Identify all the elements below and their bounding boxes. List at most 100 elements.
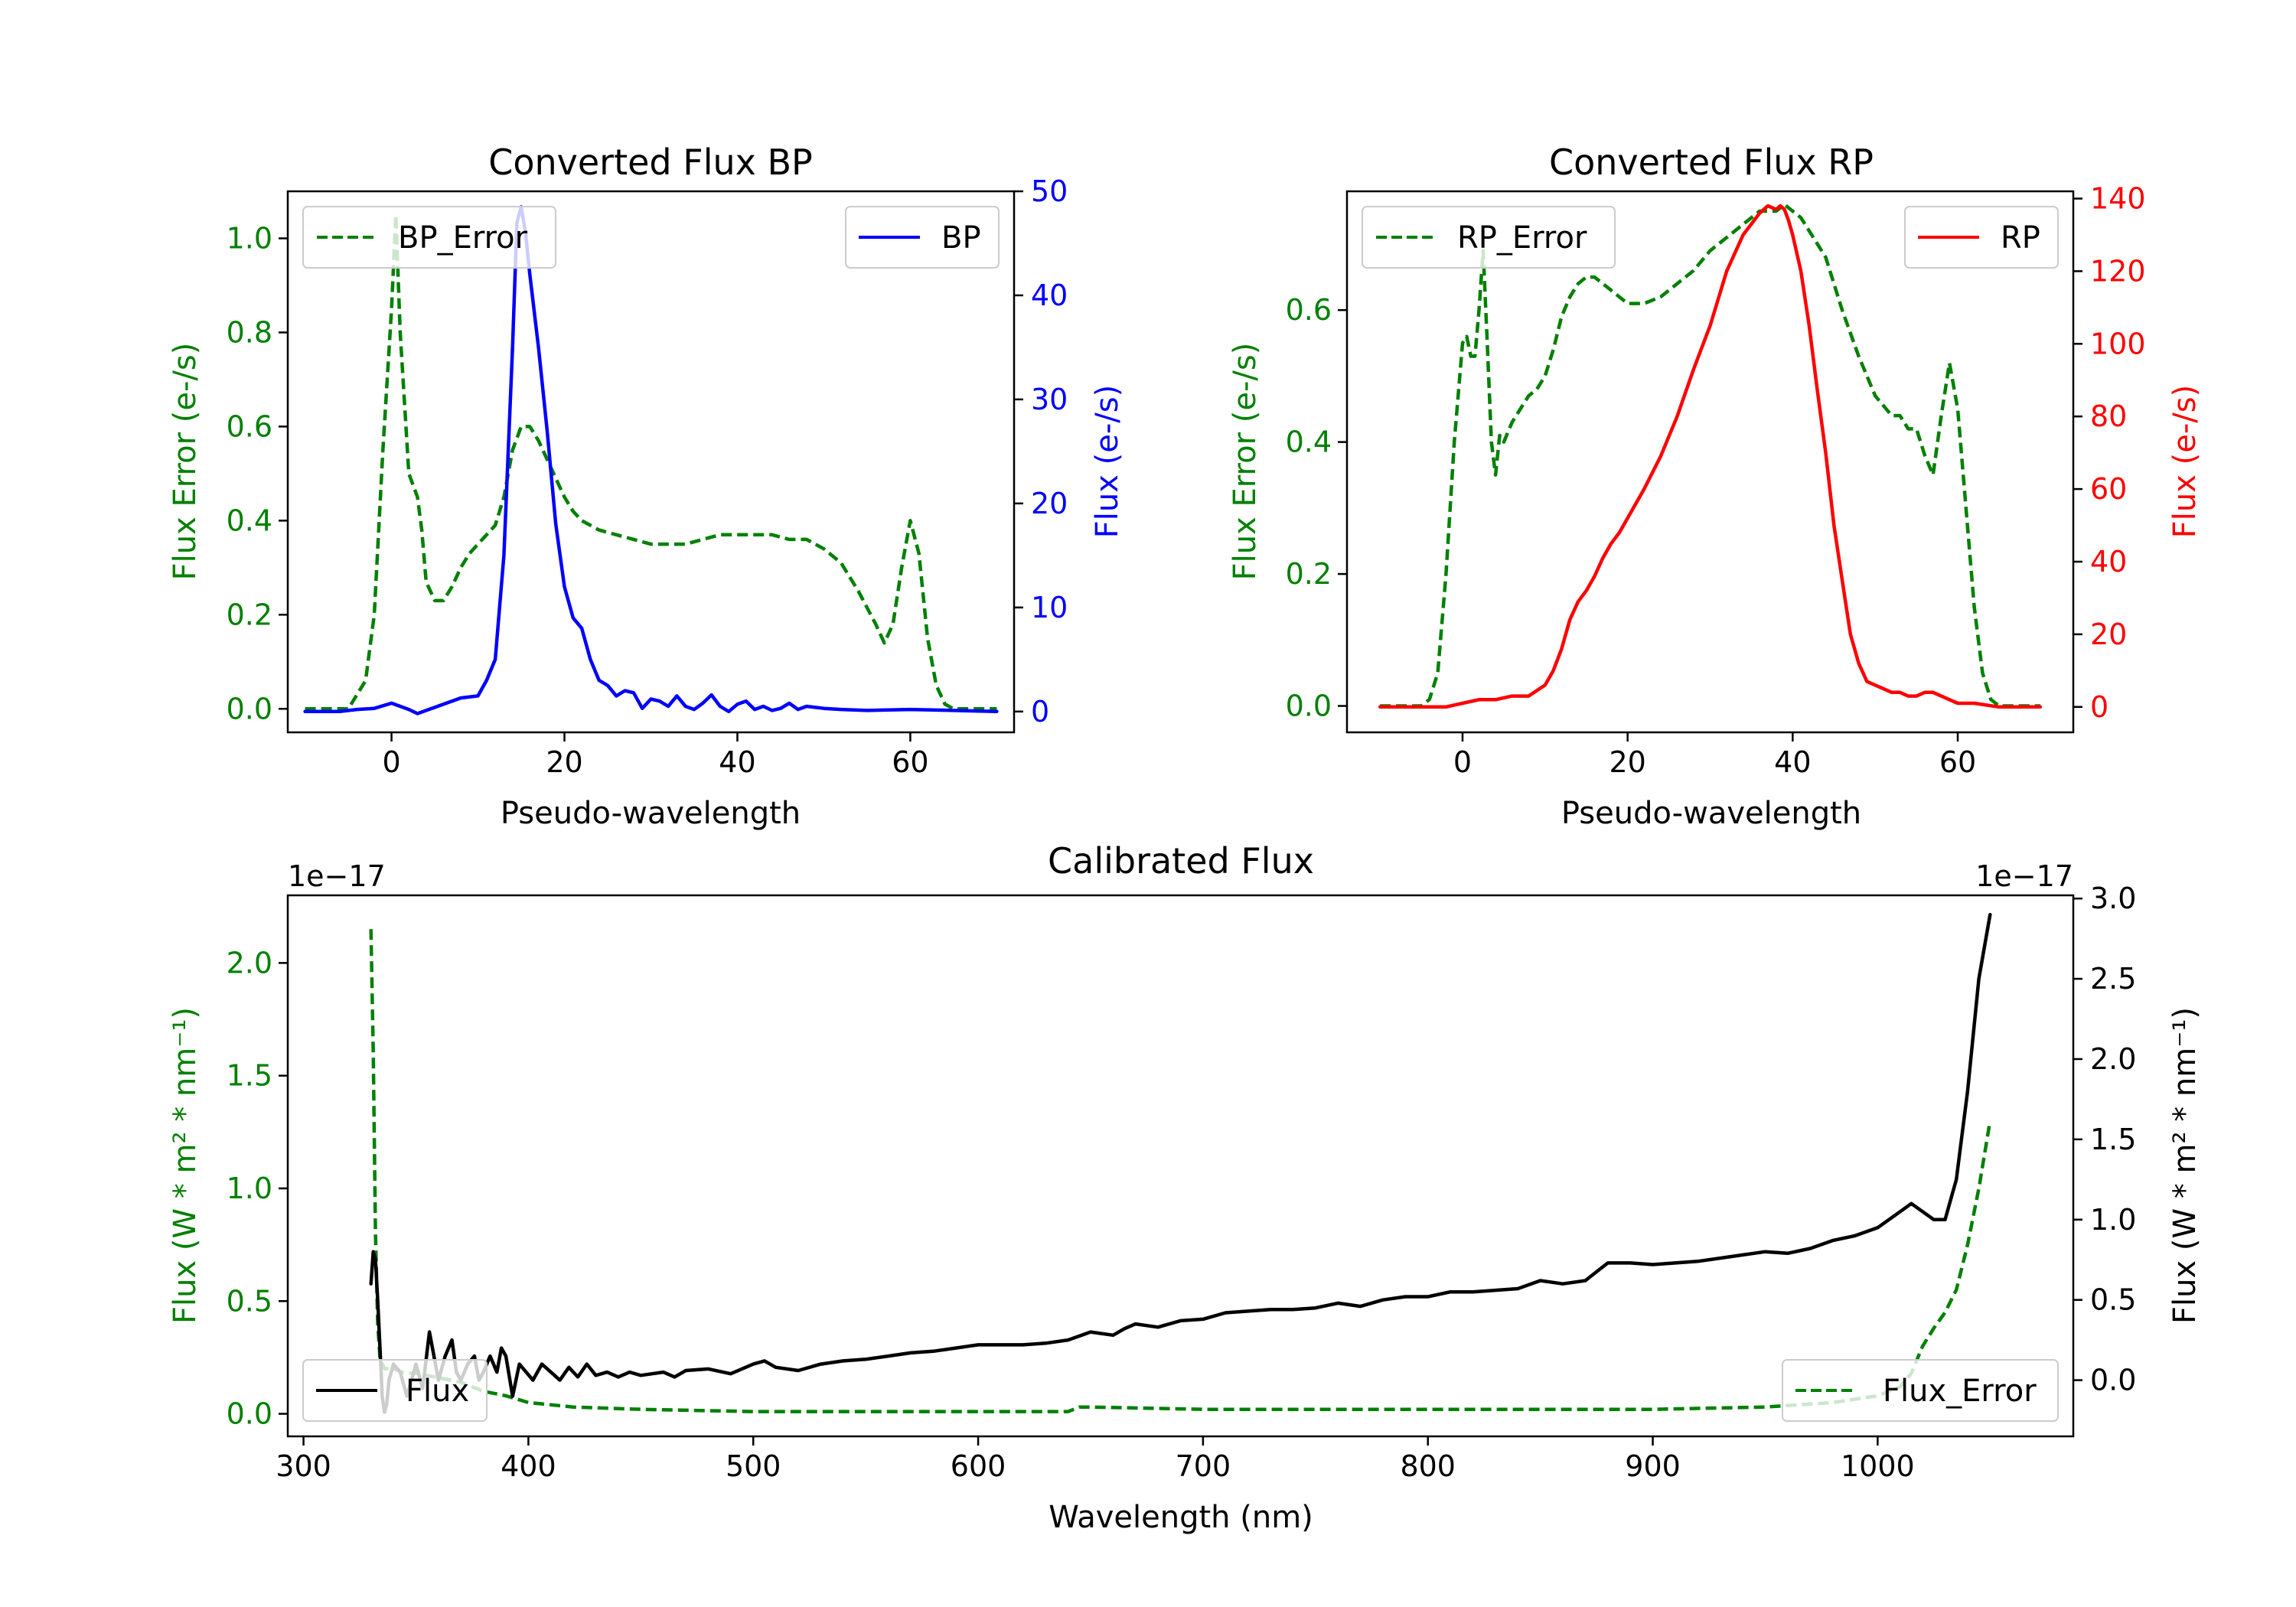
bp-right-axis-label: Flux (e-/s)	[1090, 385, 1125, 538]
bp-left-tick-label: 1.0	[227, 221, 272, 255]
cal-series-layer	[369, 912, 1992, 1414]
rp-legend-right-label: RP	[2001, 220, 2040, 256]
bp-right-tick-label: 50	[1031, 174, 1068, 208]
cal-right-tick-label: 0.5	[2090, 1283, 2136, 1317]
cal-x-tick-label: 900	[1625, 1449, 1681, 1483]
bp-legend-left-box	[302, 206, 556, 269]
cal-series-flux-line	[369, 912, 1992, 1414]
rp-left-tick-label: 0.6	[1286, 293, 1332, 327]
bp-legend-left-label: BP_Error	[398, 220, 528, 256]
rp-right-tick-label: 0	[2090, 690, 2108, 724]
bp-series-layer	[303, 205, 999, 715]
rp-right-tick-label: 120	[2090, 254, 2146, 288]
bp-x-label: Pseudo-wavelength	[501, 796, 801, 831]
cal-x-tick-label: 500	[726, 1449, 781, 1483]
rp-legend-right: RP	[1904, 206, 2059, 269]
bp-left-axis-label: Flux Error (e-/s)	[168, 343, 203, 581]
cal-left-tick-label: 1.0	[227, 1172, 272, 1205]
rp-series-rp-error-line	[1380, 202, 2040, 708]
bp-right-tick-label: 40	[1031, 279, 1068, 312]
bp-title: Converted Flux BP	[488, 142, 813, 183]
rp-right-tick-label: 80	[2090, 399, 2127, 433]
rp-x-ticks: 0 20 40 60	[1453, 732, 1976, 779]
rp-left-axis-label: Flux Error (e-/s)	[1228, 343, 1263, 581]
cal-x-tick-label: 400	[501, 1449, 556, 1483]
bp-plot-frame	[286, 190, 1016, 734]
bp-left-tick-label: 0.8	[227, 315, 272, 349]
cal-right-tick-label: 1.5	[2090, 1123, 2136, 1156]
rp-left-tick-label: 0.4	[1286, 425, 1332, 459]
rp-x-tick-label: 20	[1609, 745, 1645, 779]
rp-legend-left-box	[1362, 206, 1616, 269]
cal-right-ticks: 0.0 0.5 1.0 1.5 2.0 2.5 3.0	[2073, 882, 2136, 1397]
cal-left-tick-label: 0.5	[227, 1284, 272, 1318]
cal-right-tick-label: 3.0	[2090, 882, 2136, 915]
cal-legend-left-label: Flux	[406, 1374, 469, 1409]
bp-right-tick-label: 10	[1031, 591, 1068, 624]
cal-plot-frame	[286, 894, 2075, 1438]
cal-left-tick-label: 2.0	[227, 946, 272, 980]
rp-x-tick-label: 40	[1774, 745, 1811, 779]
cal-series-flux-error-line	[369, 929, 1992, 1413]
panel-bp: Converted Flux BP 0 20 40 60 0.00.20.40.60.…	[168, 142, 1125, 831]
rp-right-tick-label: 140	[2090, 181, 2146, 215]
bp-left-ticks: 0.0 0.2 0.4 0.6 0.8 1.0	[227, 221, 288, 725]
rp-plot-frame	[1345, 190, 2075, 734]
rp-x-tick-label: 60	[1939, 745, 1976, 779]
rp-right-tick-label: 100	[2090, 327, 2146, 360]
rp-title: Converted Flux RP	[1549, 142, 1874, 183]
cal-right-tick-label: 2.0	[2090, 1042, 2136, 1076]
cal-left-axis-label: Flux (W * m² * nm⁻¹)	[168, 1007, 203, 1324]
rp-right-ticks: 0 20 40 60 80 100 120 140	[2073, 181, 2146, 724]
cal-left-ticks: 0.0 0.5 1.0 1.5 2.0	[227, 946, 288, 1431]
bp-x-ticks: 0 20 40 60	[382, 732, 929, 779]
bp-right-ticks: 0 10 20 30 40 50	[1014, 174, 1068, 729]
cal-right-axis-label: Flux (W * m² * nm⁻¹)	[2167, 1007, 2203, 1324]
cal-legend-left: Flux	[302, 1359, 488, 1422]
cal-x-tick-label: 1000	[1841, 1449, 1915, 1483]
bp-left-tick-label: 0.2	[227, 598, 272, 631]
rp-series-rp-line	[1378, 204, 2043, 709]
rp-legend-left: RP_Error	[1362, 206, 1616, 269]
cal-x-label: Wavelength (nm)	[1049, 1500, 1313, 1535]
cal-x-ticks: 300 400 500 600 700 800 900 1000	[276, 1436, 1915, 1483]
cal-x-tick-label: 300	[276, 1449, 331, 1483]
bp-left-tick-label: 0.0	[227, 692, 272, 725]
cal-left-tick-label: 1.5	[227, 1059, 272, 1093]
cal-right-tick-label: 2.5	[2090, 962, 2136, 996]
cal-legend-right-label: Flux_Error	[1883, 1374, 2037, 1409]
rp-x-tick-label: 0	[1453, 745, 1472, 779]
rp-legend-right-box	[1904, 206, 2059, 269]
bp-x-tick-label: 40	[719, 745, 755, 779]
rp-legend-left-label: RP_Error	[1457, 220, 1587, 256]
cal-legend-left-box	[302, 1359, 488, 1422]
panel-cal: Calibrated Flux 300 400 500 600 700 800 900 100…	[168, 840, 2203, 1535]
bp-legend-right-box	[845, 206, 1000, 269]
panel-rp: Converted Flux RP 0 20 40 60 0.0 0.2 0.4 0.6 0…	[1228, 142, 2203, 831]
rp-series-layer	[1378, 202, 2043, 709]
bp-legend-right: BP	[845, 206, 1000, 269]
bp-right-tick-label: 0	[1031, 695, 1049, 729]
rp-x-label: Pseudo-wavelength	[1561, 796, 1861, 831]
rp-left-tick-label: 0.0	[1286, 689, 1332, 723]
bp-x-tick-label: 60	[892, 745, 928, 779]
bp-right-tick-label: 20	[1031, 487, 1068, 520]
bp-left-tick-label: 0.6	[227, 409, 272, 443]
rp-left-tick-label: 0.2	[1286, 557, 1332, 591]
cal-x-tick-label: 700	[1176, 1449, 1231, 1483]
cal-left-tick-label: 0.0	[227, 1397, 272, 1431]
bp-series-bp-error-line	[305, 213, 997, 711]
rp-left-ticks: 0.0 0.2 0.4 0.6	[1286, 293, 1347, 723]
cal-legend-right-box	[1782, 1359, 2059, 1422]
rp-right-tick-label: 40	[2090, 545, 2127, 579]
rp-right-tick-label: 20	[2090, 618, 2127, 651]
bp-series-bp-line	[303, 205, 999, 715]
cal-x-tick-label: 800	[1400, 1449, 1456, 1483]
bp-legend-right-label: BP	[941, 220, 981, 256]
cal-x-tick-label: 600	[951, 1449, 1006, 1483]
cal-title: Calibrated Flux	[1048, 840, 1314, 882]
bp-right-tick-label: 30	[1031, 383, 1068, 416]
cal-right-offset-label: 1e−17	[1975, 859, 2073, 893]
bp-left-tick-label: 0.4	[227, 504, 272, 537]
